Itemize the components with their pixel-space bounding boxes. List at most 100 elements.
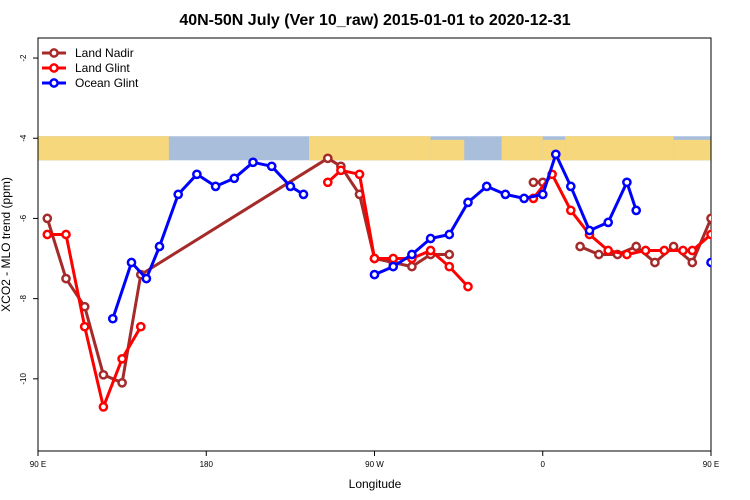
data-point	[706, 229, 711, 240]
data-point	[593, 249, 604, 260]
data-point	[687, 257, 698, 268]
series-line	[373, 152, 638, 276]
data-point	[322, 177, 333, 188]
data-point	[117, 377, 127, 388]
legend-marker	[49, 78, 59, 88]
data-point	[79, 321, 90, 332]
legend-marker	[49, 63, 59, 73]
data-point	[107, 313, 118, 324]
data-point	[603, 245, 614, 256]
data-point	[463, 281, 473, 292]
x-tick-label: 0	[541, 460, 546, 469]
legend-item: Land Nadir	[42, 46, 134, 60]
data-point	[135, 321, 146, 332]
series-line	[579, 216, 711, 264]
series-line	[111, 160, 305, 320]
x-tick-label: 180	[200, 460, 214, 469]
data-point	[463, 197, 473, 208]
data-point	[117, 353, 127, 364]
data-point	[354, 169, 365, 180]
x-tick-label: 90 E	[30, 460, 46, 469]
data-point	[154, 241, 165, 252]
data-point	[266, 161, 277, 172]
series-layer	[42, 149, 750, 412]
data-point	[603, 217, 614, 228]
data-point	[444, 249, 455, 260]
data-point	[369, 253, 380, 264]
world-map-strip	[38, 136, 711, 161]
data-point	[192, 169, 202, 180]
data-point	[173, 189, 184, 200]
data-point	[584, 225, 595, 236]
legend-label: Land Nadir	[75, 46, 134, 60]
data-point	[42, 213, 53, 224]
data-point	[745, 315, 750, 322]
data-point	[336, 165, 346, 176]
y-axis-label: XCO2 - MLO trend (ppm)	[0, 177, 13, 312]
legend-item: Land Glint	[42, 61, 130, 75]
data-point	[444, 229, 455, 240]
data-point	[519, 193, 529, 204]
y-tick-label: -10	[19, 372, 28, 384]
series-line	[532, 172, 711, 256]
data-point	[706, 257, 711, 268]
data-point	[575, 241, 585, 252]
data-point	[248, 157, 258, 168]
data-point	[285, 181, 296, 192]
data-point	[481, 181, 492, 192]
x-axis-label: Longitude	[349, 477, 402, 491]
data-point	[141, 273, 152, 284]
data-point	[706, 213, 711, 224]
data-point	[650, 257, 660, 268]
data-point	[210, 181, 221, 192]
plot-frame	[37, 37, 712, 452]
data-point	[631, 241, 642, 252]
y-tick-label: -8	[19, 295, 28, 303]
legend-label: Ocean Glint	[75, 76, 139, 90]
x-tick-label: 90 E	[703, 460, 719, 469]
data-point	[726, 231, 733, 238]
data-point	[500, 189, 511, 200]
y-tick-label: -2	[19, 54, 28, 62]
legend-label: Land Glint	[75, 61, 130, 75]
map-land	[501, 136, 543, 161]
data-point	[565, 181, 576, 192]
map-land	[430, 139, 465, 161]
map-land	[565, 136, 674, 161]
data-point	[745, 303, 750, 310]
data-point	[726, 283, 733, 290]
data-point	[98, 369, 109, 380]
data-point	[565, 205, 576, 216]
x-tick-label: 90 W	[365, 460, 384, 469]
data-point	[369, 269, 380, 280]
data-point	[444, 261, 455, 272]
data-point	[298, 189, 309, 200]
map-land	[146, 139, 154, 161]
data-point	[407, 261, 417, 272]
data-point	[745, 323, 750, 330]
legend-item: Ocean Glint	[42, 76, 139, 90]
data-point	[640, 245, 651, 256]
y-tick-label: -6	[19, 214, 28, 222]
data-point	[61, 273, 71, 284]
data-point	[322, 153, 333, 164]
series-land-glint	[42, 165, 750, 412]
data-point	[726, 275, 733, 282]
map-land	[673, 139, 711, 161]
data-point	[528, 177, 539, 188]
x-axis: 90 E 180 90 W 0 90 E	[30, 451, 719, 469]
data-point	[550, 149, 561, 160]
data-point	[537, 189, 548, 200]
data-point	[425, 233, 436, 244]
series-line	[45, 156, 450, 385]
legend-marker	[49, 48, 59, 58]
data-point	[98, 402, 109, 412]
data-point	[622, 177, 632, 188]
y-tick-label: -4	[19, 134, 28, 142]
data-point	[631, 205, 642, 216]
data-point	[659, 245, 670, 256]
data-point	[126, 257, 137, 268]
